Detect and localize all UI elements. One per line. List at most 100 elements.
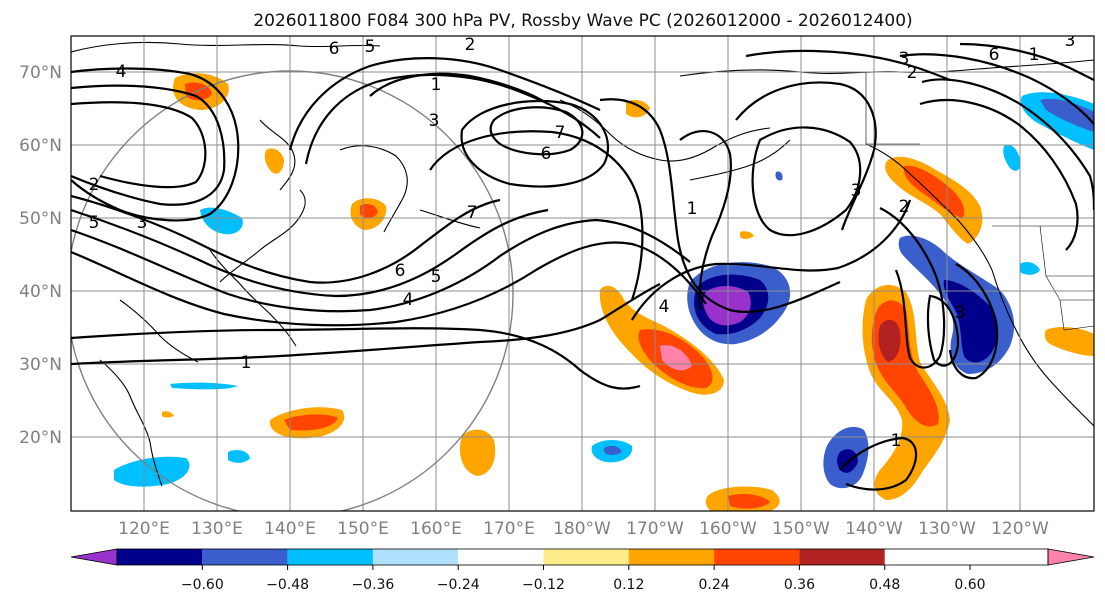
longitude-labels: 120°E 130°E 140°E 150°E 160°E 170°E 180°… <box>118 519 1049 539</box>
colorbar-frame <box>116 548 1049 566</box>
positive-anomaly <box>360 204 378 219</box>
contour-label: 4 <box>116 62 127 82</box>
contour-label: 6 <box>989 45 1000 65</box>
colorbar-extend-min <box>70 548 118 566</box>
contour-label: 6 <box>395 261 406 281</box>
reference-circle <box>71 70 514 511</box>
coastline <box>865 143 993 271</box>
contour-label: 5 <box>89 213 100 233</box>
contour-label: 2 <box>89 175 100 195</box>
contour-line <box>919 98 1079 251</box>
contour-line <box>599 98 841 314</box>
contour-line <box>879 207 946 369</box>
lat-label: 70°N <box>19 63 62 83</box>
lon-label: 180°W <box>553 519 611 539</box>
colorbar-tick-label: 0.36 <box>784 577 815 593</box>
colorbar-tick-label: −0.48 <box>266 577 309 593</box>
colorbar-tick-label: −0.12 <box>522 577 565 593</box>
colorbar-segment <box>287 549 373 565</box>
positive-anomaly <box>878 319 901 362</box>
positive-anomaly <box>459 429 496 476</box>
contour-line <box>839 436 918 491</box>
coastline <box>99 359 163 487</box>
negative-anomaly <box>228 450 250 463</box>
lon-label: 150°W <box>772 519 830 539</box>
contour-label: 3 <box>899 49 910 69</box>
border <box>1059 299 1094 331</box>
contour-label: 2 <box>465 35 476 55</box>
positive-anomaly <box>740 231 754 239</box>
contour-label: 7 <box>467 203 478 223</box>
contour-line <box>745 49 951 82</box>
colorbar-segment <box>714 549 800 565</box>
contour-label: 2 <box>899 197 910 217</box>
lat-label: 40°N <box>19 282 62 302</box>
negative-anomaly <box>1003 144 1021 171</box>
contour-line <box>71 327 641 390</box>
contour-line <box>959 42 1094 81</box>
colorbar-segment <box>202 549 288 565</box>
colorbar-segment <box>458 549 544 565</box>
coastline <box>991 269 1094 427</box>
contour-label: 2 <box>907 63 918 83</box>
map-title: 2026011800 F084 300 hPa PV, Rossby Wave … <box>253 11 912 31</box>
negative-anomaly <box>604 445 622 455</box>
positive-anomaly <box>626 100 650 118</box>
colorbar-tick-label: −0.24 <box>437 577 480 593</box>
contour-labels: 4 6 5 2 1 3 2 5 3 7 6 7 6 5 4 1 4 1 2 3 <box>89 35 1076 451</box>
contour-line <box>735 81 877 231</box>
contour-line <box>71 208 549 298</box>
gridlines <box>71 36 1094 511</box>
colorbar-tick-label: 0.48 <box>869 577 900 593</box>
contour-line <box>71 101 207 189</box>
coastline <box>689 139 791 181</box>
map-panel: 4 6 5 2 1 3 2 5 3 7 6 7 6 5 4 1 4 1 2 3 <box>70 35 1095 512</box>
lon-label: 130°W <box>918 519 976 539</box>
contour-line <box>631 199 912 321</box>
colorbar-extend-max <box>1047 548 1095 566</box>
contour-label: 1 <box>1029 45 1040 65</box>
contour-line <box>489 106 584 156</box>
coastline <box>119 299 199 363</box>
positive-anomaly <box>264 148 284 174</box>
contour-line <box>71 218 691 313</box>
contour-label: 4 <box>403 290 414 310</box>
contour-line <box>751 126 862 237</box>
contour-line <box>71 194 501 284</box>
lon-label: 140°E <box>264 519 316 539</box>
contour-label: 1 <box>687 199 698 219</box>
negative-anomaly <box>943 280 998 363</box>
positive-anomaly <box>728 494 770 509</box>
lon-label: 170°W <box>626 519 684 539</box>
negative-anomaly <box>775 171 783 181</box>
contour-line <box>921 78 1094 211</box>
colorbar-segment <box>117 549 203 565</box>
colorbar-tick-label: 0.60 <box>954 577 985 593</box>
negative-anomaly <box>1020 262 1040 275</box>
coastline <box>339 145 408 233</box>
contour-label: 5 <box>365 37 376 57</box>
lat-label: 50°N <box>19 209 62 229</box>
contour-line <box>899 53 1094 125</box>
contour-label: 1 <box>431 75 442 95</box>
pv-anomaly-shading <box>114 73 1094 511</box>
contour-label: 1 <box>241 353 252 373</box>
contour-label: 3 <box>137 213 148 233</box>
coastline <box>419 209 481 229</box>
contour-label: 5 <box>431 267 442 287</box>
lon-label: 170°E <box>483 519 535 539</box>
contour-label: 6 <box>329 39 340 59</box>
negative-anomaly <box>703 286 751 326</box>
positive-anomaly <box>284 414 338 431</box>
latitude-labels: 70°N 60°N 50°N 40°N 30°N 20°N <box>19 63 62 448</box>
positive-anomaly <box>903 165 965 218</box>
contour-line <box>71 283 661 366</box>
contour-line <box>926 294 960 367</box>
positive-anomaly <box>1044 327 1094 356</box>
contour-label: 7 <box>555 123 566 143</box>
contour-label: 4 <box>659 297 670 317</box>
coastline <box>259 119 296 191</box>
lon-label: 150°E <box>337 519 389 539</box>
lon-label: 130°E <box>191 519 243 539</box>
negative-anomaly <box>114 456 190 487</box>
